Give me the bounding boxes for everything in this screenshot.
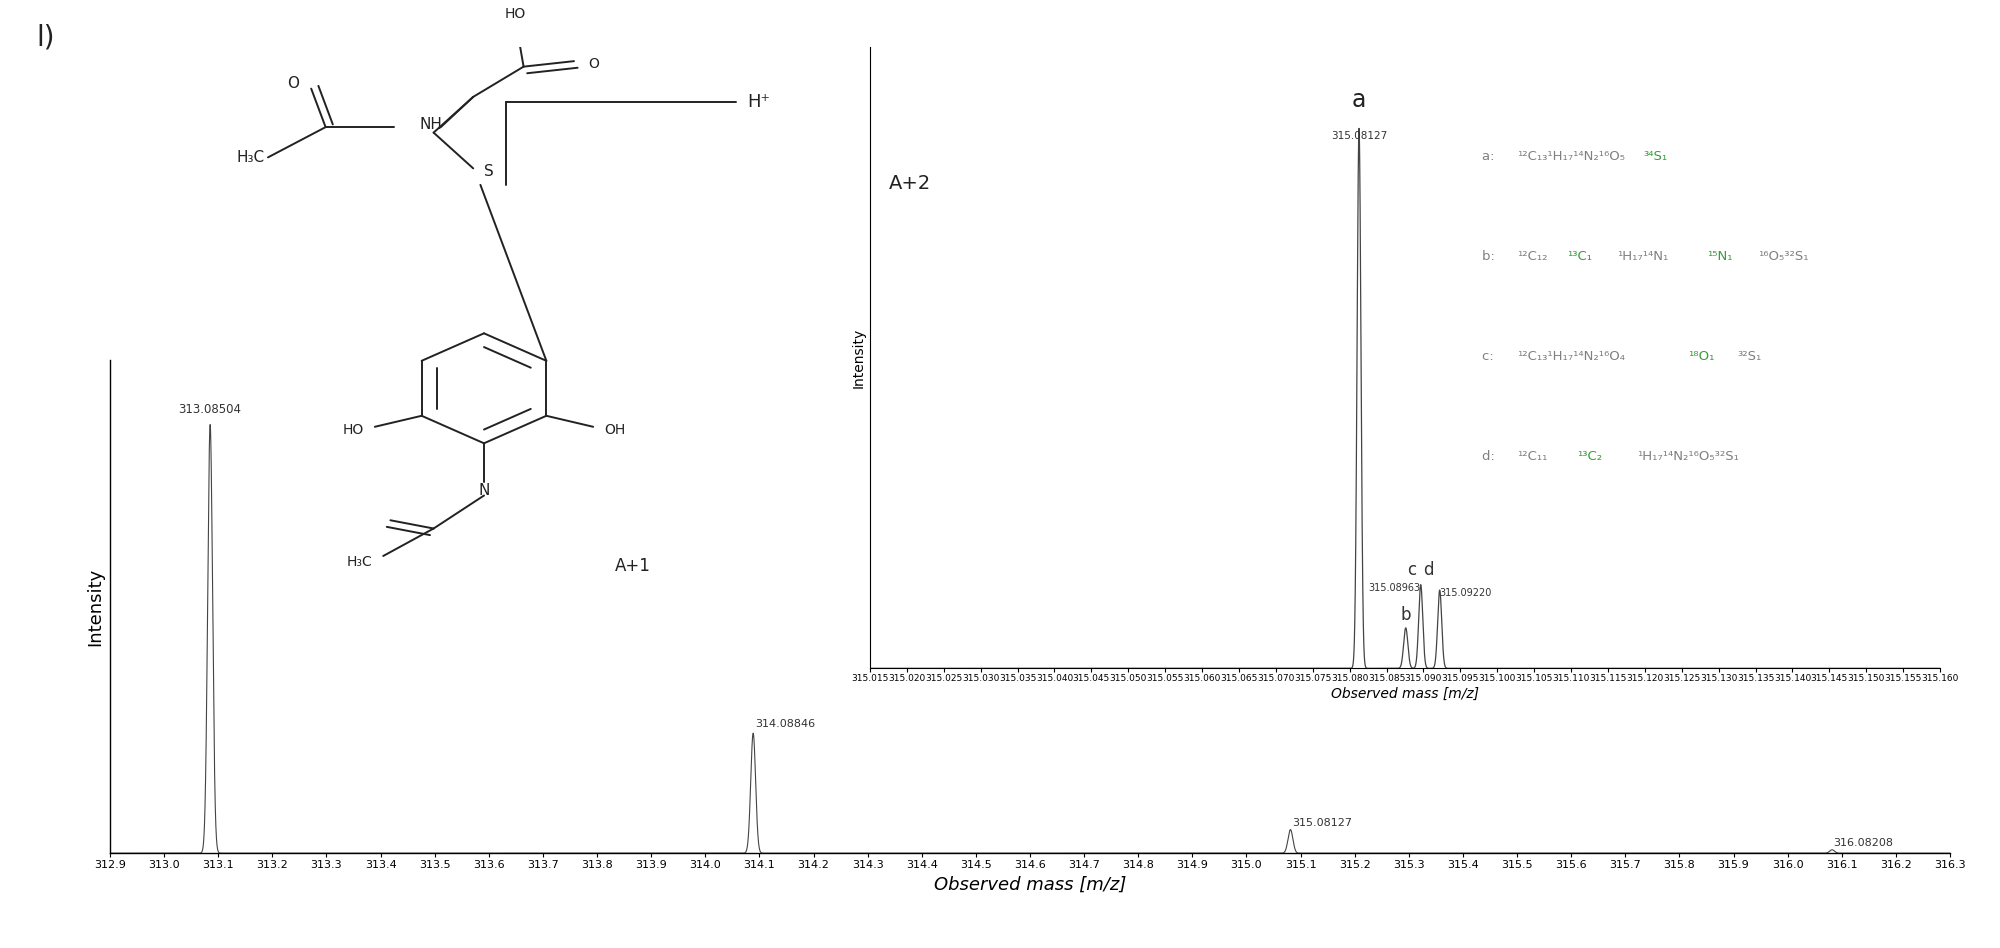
Text: A+2: A+2: [1394, 556, 1430, 574]
Text: a:: a:: [1482, 150, 1500, 163]
Text: 315.08963: 315.08963: [1368, 583, 1420, 593]
Text: ¹⁶O₅³²S₁: ¹⁶O₅³²S₁: [1758, 250, 1808, 263]
Text: O: O: [588, 57, 600, 71]
Text: c:: c:: [1482, 350, 1498, 363]
Text: ³²S₁: ³²S₁: [1738, 350, 1762, 363]
Text: l): l): [36, 24, 54, 52]
Text: ¹³C₂: ¹³C₂: [1576, 449, 1602, 463]
Text: 316.08208: 316.08208: [1834, 838, 1894, 848]
Text: ¹²C₁₃¹H₁₇¹⁴N₂¹⁶O₅: ¹²C₁₃¹H₁₇¹⁴N₂¹⁶O₅: [1518, 150, 1626, 163]
Text: a: a: [1352, 88, 1366, 112]
Text: 315.08127: 315.08127: [1292, 818, 1352, 829]
Y-axis label: Intensity: Intensity: [852, 328, 866, 388]
Text: b:: b:: [1482, 250, 1500, 263]
Text: 315.09220: 315.09220: [1440, 589, 1492, 598]
X-axis label: Observed mass [m/z]: Observed mass [m/z]: [934, 876, 1126, 894]
Text: ¹³C₁: ¹³C₁: [1568, 250, 1592, 263]
Text: H₃C: H₃C: [236, 150, 264, 165]
Text: d: d: [1424, 561, 1434, 579]
Text: H₃C: H₃C: [346, 555, 372, 569]
Text: 313.08504: 313.08504: [178, 403, 242, 416]
Text: 315.08127: 315.08127: [1330, 131, 1388, 141]
Text: ¹²C₁₃¹H₁₇¹⁴N₂¹⁶O₄: ¹²C₁₃¹H₁₇¹⁴N₂¹⁶O₄: [1518, 350, 1626, 363]
Text: d:: d:: [1482, 449, 1500, 463]
Y-axis label: Intensity: Intensity: [86, 568, 104, 646]
Text: NH: NH: [420, 117, 442, 132]
Text: ¹²C₁₂: ¹²C₁₂: [1518, 250, 1548, 263]
Text: 314.08846: 314.08846: [756, 719, 816, 729]
Text: HO: HO: [342, 423, 364, 436]
Text: ¹H₁₇¹⁴N₂¹⁶O₅³²S₁: ¹H₁₇¹⁴N₂¹⁶O₅³²S₁: [1636, 449, 1738, 463]
Text: A+1: A+1: [616, 556, 652, 574]
X-axis label: Observed mass [m/z]: Observed mass [m/z]: [1332, 687, 1480, 702]
Text: A+2: A+2: [888, 174, 930, 193]
Text: ¹⁵N₁: ¹⁵N₁: [1708, 250, 1734, 263]
Text: ¹²C₁₁: ¹²C₁₁: [1518, 449, 1548, 463]
Text: N: N: [478, 483, 490, 498]
Text: S: S: [484, 164, 494, 178]
Text: A+3: A+3: [1752, 556, 1788, 574]
Text: b: b: [1400, 606, 1410, 624]
Text: ³⁴S₁: ³⁴S₁: [1644, 150, 1668, 163]
Text: ¹⁸O₁: ¹⁸O₁: [1688, 350, 1714, 363]
Text: O: O: [288, 76, 300, 91]
Text: ¹H₁₇¹⁴N₁: ¹H₁₇¹⁴N₁: [1618, 250, 1668, 263]
Text: c: c: [1406, 561, 1416, 579]
Text: H⁺: H⁺: [746, 94, 770, 111]
Text: OH: OH: [604, 423, 626, 436]
Text: HO: HO: [504, 8, 526, 22]
